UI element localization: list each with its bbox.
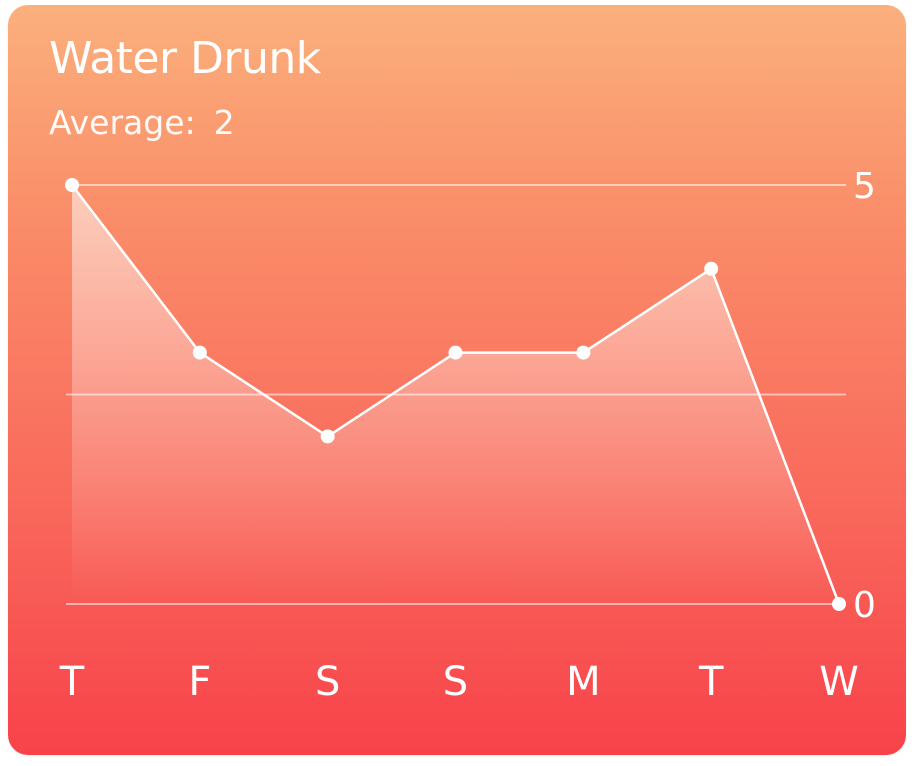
x-tick-label: T bbox=[698, 659, 724, 705]
average-label: Average: bbox=[49, 103, 196, 142]
data-point bbox=[192, 345, 207, 360]
data-point bbox=[448, 345, 463, 360]
average-summary: Average: 2 bbox=[49, 103, 235, 142]
water-drunk-card: Water Drunk Average: 2 5 0 T F S S M T W bbox=[8, 5, 906, 755]
x-tick-label: T bbox=[59, 659, 85, 705]
series-area bbox=[72, 185, 839, 604]
chart-title: Water Drunk bbox=[49, 33, 321, 84]
x-tick-label: S bbox=[443, 659, 468, 705]
x-tick-label: S bbox=[315, 659, 340, 705]
y-tick-label: 5 bbox=[853, 166, 876, 207]
data-point bbox=[65, 178, 79, 192]
x-tick-label: F bbox=[188, 659, 211, 705]
data-point bbox=[320, 429, 335, 444]
y-tick-label: 0 bbox=[853, 585, 876, 626]
data-point bbox=[704, 261, 719, 276]
data-point bbox=[576, 345, 591, 360]
line-chart: 5 0 T F S S M T W bbox=[59, 166, 876, 705]
data-point bbox=[832, 597, 846, 611]
x-tick-label: M bbox=[566, 659, 601, 705]
x-tick-label: W bbox=[819, 659, 859, 705]
average-value: 2 bbox=[213, 103, 235, 142]
